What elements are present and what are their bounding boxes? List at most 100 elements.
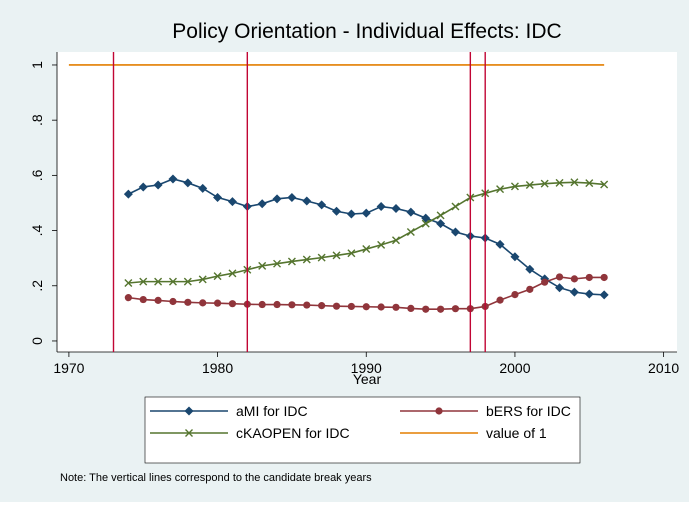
marker	[273, 259, 282, 268]
y-tick-label: 1	[29, 61, 45, 69]
marker	[510, 252, 520, 262]
marker	[273, 300, 281, 309]
marker	[347, 302, 355, 311]
marker	[511, 290, 519, 299]
marker	[391, 236, 400, 245]
marker	[258, 261, 267, 270]
y-tick-label: .6	[29, 169, 45, 181]
y-tick-label: .2	[29, 280, 45, 292]
marker	[153, 180, 163, 190]
x-tick-label: 1970	[53, 360, 84, 376]
marker	[272, 194, 282, 204]
marker	[213, 192, 223, 202]
marker	[406, 227, 415, 236]
marker	[169, 297, 177, 306]
y-tick-label: 0	[29, 337, 45, 345]
marker	[392, 303, 400, 311]
marker	[496, 296, 504, 304]
note: Note: The vertical lines correspond to t…	[60, 472, 372, 484]
marker	[198, 275, 207, 284]
marker	[347, 249, 356, 258]
chart-title: Policy Orientation - Individual Effects:…	[172, 20, 561, 43]
marker	[332, 302, 341, 310]
marker	[451, 202, 460, 211]
marker	[168, 174, 178, 184]
marker	[124, 279, 133, 287]
legend-marker	[435, 407, 443, 415]
y-tick-label: .4	[29, 225, 45, 237]
marker	[124, 294, 132, 302]
marker	[585, 179, 594, 188]
marker	[139, 295, 147, 304]
marker	[228, 300, 237, 308]
marker	[436, 305, 445, 313]
marker	[199, 299, 207, 307]
marker	[154, 296, 162, 304]
marker	[258, 300, 266, 309]
x-axis-label: Year	[353, 371, 382, 387]
marker	[436, 219, 446, 229]
marker	[599, 290, 609, 300]
marker	[584, 289, 594, 299]
legend-marker	[185, 429, 193, 437]
x-tick-label: 1990	[351, 360, 382, 376]
marker	[362, 303, 370, 311]
marker	[123, 189, 133, 199]
marker	[346, 209, 356, 219]
marker	[198, 183, 208, 193]
marker	[555, 178, 564, 187]
marker	[287, 192, 297, 202]
marker	[183, 277, 192, 286]
marker	[317, 253, 326, 262]
y-tick-label: .8	[29, 114, 45, 126]
marker	[510, 182, 519, 191]
marker	[302, 196, 312, 206]
marker	[183, 178, 193, 188]
marker	[406, 207, 416, 217]
marker	[450, 227, 460, 237]
marker	[495, 239, 505, 249]
marker	[570, 275, 579, 283]
marker	[422, 305, 430, 313]
marker	[525, 264, 535, 274]
legend-label: cKAOPEN for IDC	[236, 425, 350, 441]
legend-label: value of 1	[486, 425, 547, 441]
x-tick-label: 2010	[648, 360, 679, 376]
x-tick-label: 1980	[202, 360, 233, 376]
marker	[555, 283, 565, 293]
marker	[213, 299, 222, 307]
marker	[318, 302, 326, 310]
marker	[407, 304, 415, 312]
legend-label: bERS for IDC	[486, 403, 571, 419]
marker	[421, 219, 430, 228]
marker	[421, 213, 431, 223]
marker	[526, 285, 534, 293]
marker	[362, 245, 371, 254]
marker	[585, 273, 593, 282]
marker	[600, 180, 609, 189]
x-tick-label: 2000	[499, 360, 530, 376]
marker	[184, 298, 192, 306]
marker	[569, 287, 579, 297]
marker	[138, 182, 148, 192]
marker	[302, 255, 311, 264]
marker	[303, 301, 311, 309]
marker	[570, 178, 579, 187]
marker	[525, 181, 534, 190]
marker	[391, 203, 401, 213]
marker	[540, 179, 549, 188]
marker	[377, 240, 386, 249]
legend-marker	[184, 406, 194, 416]
marker	[168, 277, 177, 286]
marker	[436, 211, 445, 220]
marker	[332, 206, 342, 216]
marker	[228, 269, 237, 278]
marker	[139, 277, 148, 286]
marker	[227, 197, 237, 207]
marker	[288, 301, 296, 309]
marker	[154, 277, 163, 286]
marker	[317, 200, 327, 210]
marker	[213, 272, 222, 281]
marker	[361, 208, 371, 218]
